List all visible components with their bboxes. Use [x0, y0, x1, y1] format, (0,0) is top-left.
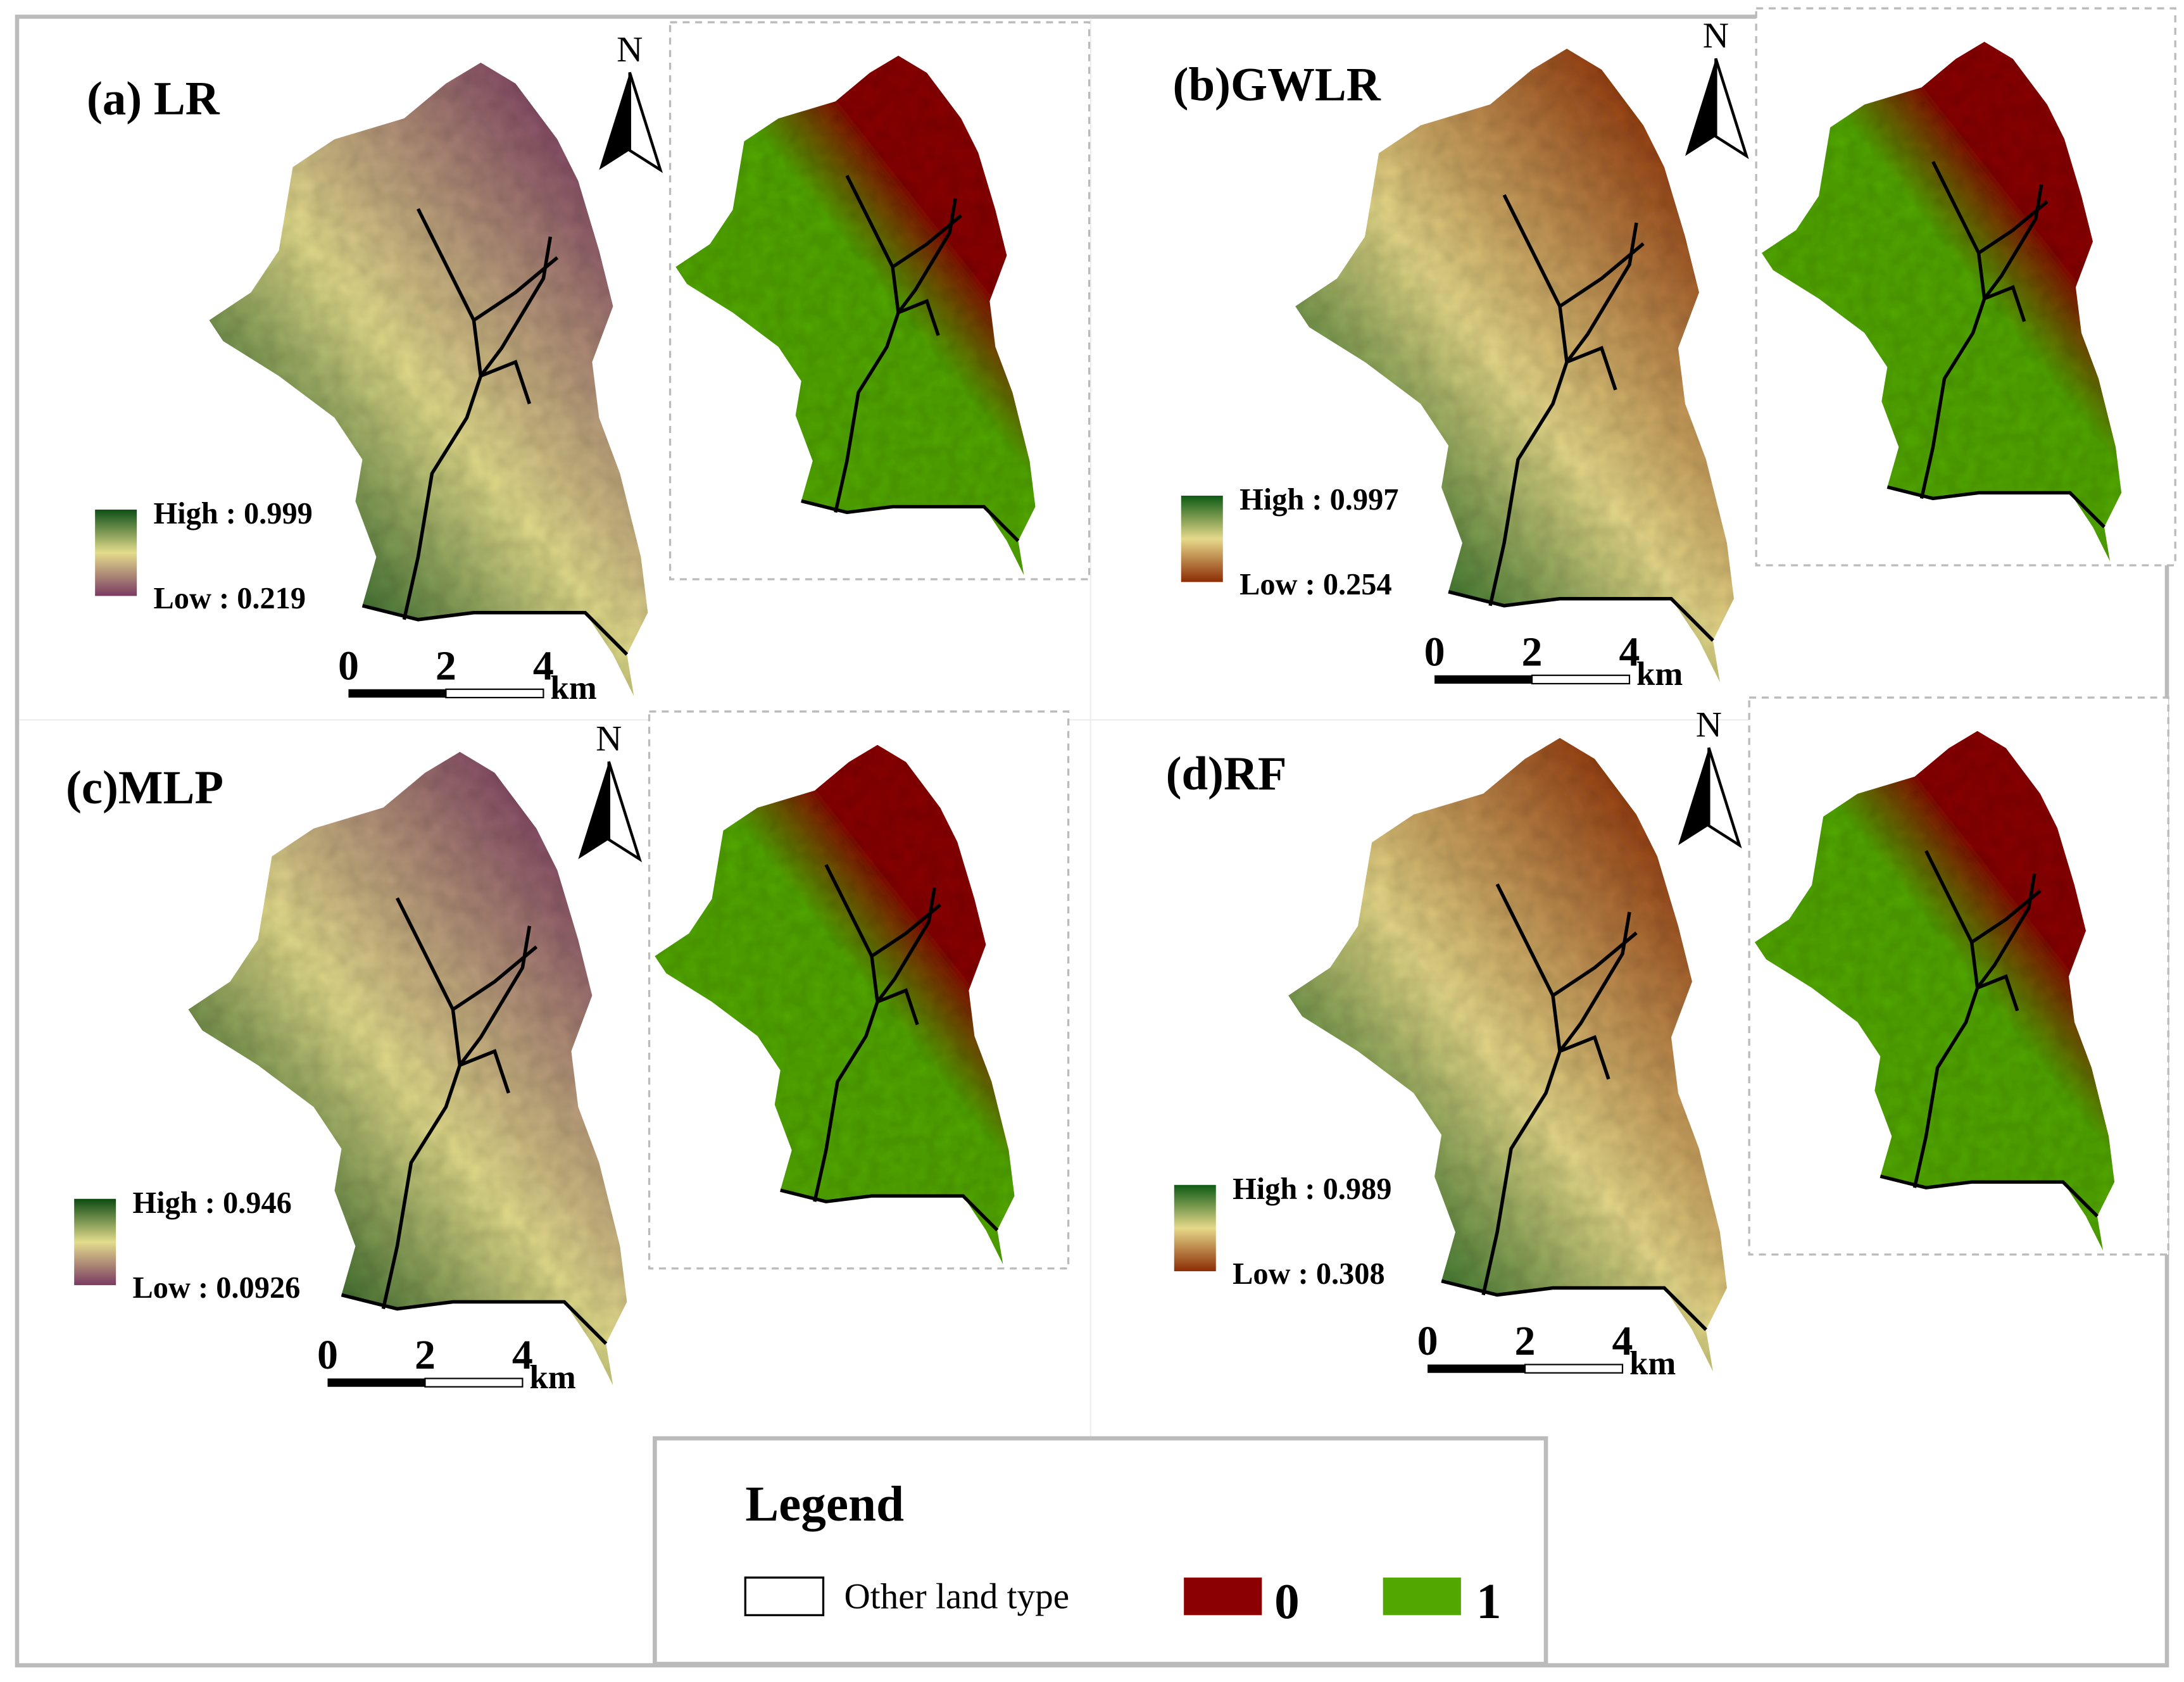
scale-bar-black [1428, 1364, 1526, 1373]
north-label: N [1696, 705, 1722, 745]
north-arrow [599, 72, 630, 170]
north-label: N [617, 30, 643, 70]
scale-label: 4 [512, 1332, 533, 1378]
north-arrow [1707, 747, 1742, 849]
high-label: High : 0.946 [133, 1186, 292, 1220]
north-label: N [1703, 16, 1729, 56]
scale-unit: km [1629, 1345, 1676, 1382]
scale-bar-white [424, 1378, 524, 1388]
low-label: Low : 0.308 [1233, 1257, 1385, 1291]
color-ramp [1181, 496, 1223, 582]
scale-label: 0 [1424, 629, 1445, 675]
scale-bar-white [1524, 1364, 1624, 1374]
scale-bar-black [327, 1378, 425, 1387]
legend-swatch [744, 1576, 825, 1617]
low-label: Low : 0.0926 [133, 1271, 301, 1305]
scale-label: 2 [1515, 1318, 1536, 1364]
panel: (b)GWLR High : 0.997 Low : 0.254 0 2 4km N [1173, 7, 2176, 693]
color-ramp [95, 510, 137, 596]
scale-label: 4 [1612, 1318, 1633, 1364]
legend-title: Legend [745, 1476, 904, 1532]
north-label: N [596, 719, 622, 759]
panel-title: (b)GWLR [1173, 58, 1381, 111]
scale-label: 4 [533, 643, 554, 689]
legend-box [653, 1436, 1548, 1666]
high-label: High : 0.999 [154, 497, 313, 530]
scale-label: 4 [1619, 629, 1640, 675]
low-label: Low : 0.254 [1239, 568, 1392, 601]
legend-swatch [1184, 1578, 1262, 1616]
scale-label: 2 [436, 643, 456, 689]
scale-unit: km [1636, 656, 1683, 693]
legend: Legend Other land type 0 1 [653, 1436, 1548, 1666]
legend-label: Other land type [844, 1576, 1069, 1616]
scale-label: 0 [1417, 1318, 1438, 1364]
color-ramp [1174, 1184, 1216, 1272]
scale-label: 2 [415, 1332, 436, 1378]
legend-label: 0 [1274, 1574, 1300, 1629]
high-label: High : 0.997 [1239, 483, 1398, 517]
panel: (c)MLP High : 0.946 Low : 0.0926 0 2 4km N [66, 710, 1070, 1396]
scale-label: 2 [1522, 629, 1543, 675]
north-arrow [628, 72, 663, 173]
panel-title: (c)MLP [66, 762, 223, 814]
north-arrow [578, 762, 609, 860]
color-ramp [74, 1198, 116, 1286]
scale-label: 0 [338, 643, 359, 689]
scale-unit: km [550, 670, 596, 706]
panel: (a) LR High : 0.999 Low : 0.219 0 2 4km N [87, 21, 1091, 706]
panel-title: (d)RF [1166, 748, 1287, 800]
low-label: Low : 0.219 [154, 582, 306, 615]
panel-title: (a) LR [87, 72, 220, 125]
scale-bar-white [1531, 674, 1631, 685]
north-arrow [1714, 58, 1749, 160]
scale-bar-black [348, 689, 446, 698]
high-label: High : 0.989 [1233, 1172, 1391, 1206]
legend-swatch [1383, 1578, 1461, 1616]
north-arrow [607, 761, 643, 863]
scale-bar-black [1434, 675, 1533, 684]
legend-label: 1 [1476, 1574, 1502, 1629]
scale-bar-white [445, 688, 544, 699]
scale-label: 0 [317, 1332, 338, 1378]
north-arrow [1685, 58, 1716, 156]
north-arrow [1678, 748, 1709, 846]
panel: (d)RF High : 0.989 Low : 0.308 0 2 4km N [1166, 696, 2169, 1382]
scale-unit: km [529, 1359, 575, 1396]
